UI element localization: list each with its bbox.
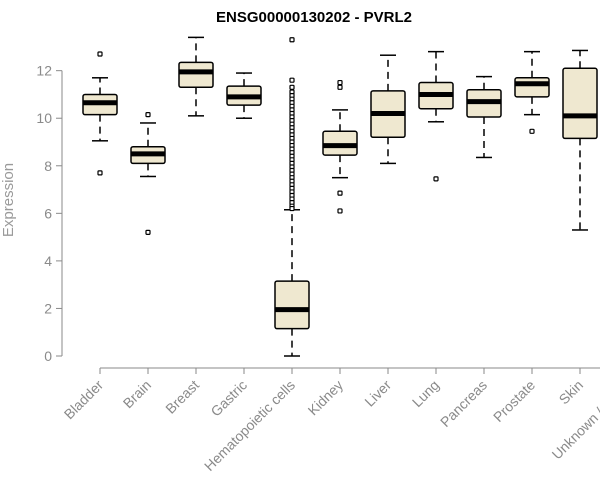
outlier-point [289,77,295,83]
category-label: Bladder [61,377,107,423]
box-group [370,54,406,165]
category-label: Lung [409,377,442,410]
y-axis: 0 2 4 6 8 10 12 [36,63,63,364]
box-iqr [514,77,550,98]
y-tick-label: 0 [44,348,52,364]
y-tick-label: 8 [44,158,52,174]
chart-title: ENSG00000130202 - PVRL2 [216,9,412,26]
y-tick-label: 2 [44,300,52,316]
outlier-point [289,84,295,90]
outlier-point [145,112,151,118]
category-label: Brain [120,377,154,411]
y-tick-label: 4 [44,253,52,269]
box-group [562,49,598,231]
category-label: Pancreas [437,377,490,430]
category-label: Liver [361,377,394,410]
category-label: Hematopoietic cells [201,377,298,474]
box-group [178,36,214,117]
box-group [466,75,502,159]
category-label: Gastric [207,377,250,420]
outlier-point [337,208,343,214]
category-label: Breast [162,377,202,417]
box-group [274,37,310,357]
category-label: Kidney [305,377,347,419]
y-tick-label: 6 [44,205,52,221]
outlier-point [145,229,151,235]
category-label: Skin [556,377,587,408]
box-iqr [562,67,598,140]
outlier-point [289,205,295,212]
box-group [82,51,118,176]
y-tick-label: 10 [36,110,52,126]
boxes-layer [82,36,598,357]
box-iqr [274,280,310,330]
box-group [226,72,262,119]
outlier-point [97,51,103,57]
category-label: Prostate [490,377,538,425]
y-tick-label: 12 [36,63,52,79]
outlier-point [529,128,535,134]
outlier-point [433,176,439,182]
outlier-point [337,190,343,196]
outlier-point [289,37,295,43]
box-group [322,79,358,214]
y-axis-title: Expression [0,163,17,237]
outlier-point [337,79,343,86]
outlier-point [97,170,103,176]
box-group [514,50,550,134]
box-iqr [178,61,214,89]
box-group [418,50,454,182]
box-group [130,112,166,235]
outlier-point [337,84,343,90]
